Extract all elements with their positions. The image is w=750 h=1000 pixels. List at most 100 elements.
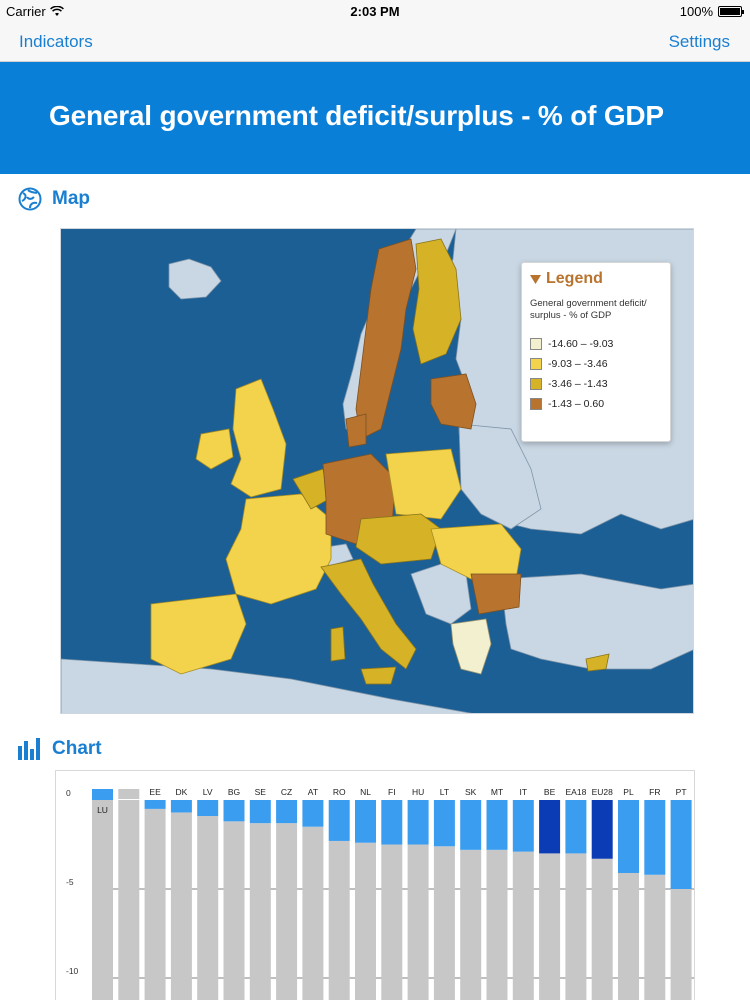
category-label: EE <box>149 787 161 797</box>
navigation-bar: Indicators Settings <box>0 22 750 62</box>
bar-pl[interactable] <box>618 800 639 873</box>
category-label: BG <box>228 787 240 797</box>
sweden-region <box>355 238 417 440</box>
settings-button[interactable]: Settings <box>668 32 730 51</box>
chart-section-label: Chart <box>52 738 102 759</box>
category-label: HU <box>412 787 424 797</box>
bar-be[interactable] <box>539 800 561 854</box>
bar-track <box>486 849 508 1000</box>
bar-cz[interactable] <box>276 800 298 824</box>
sicily-region <box>360 666 397 685</box>
page-title: General government deficit/surplus - % o… <box>49 100 664 131</box>
legend-swatch <box>530 398 542 410</box>
category-label: BE <box>544 787 556 797</box>
bar-track <box>355 842 376 1000</box>
bar-track <box>92 800 113 1000</box>
globe-icon <box>18 187 42 211</box>
clock: 2:03 PM <box>350 4 400 19</box>
bar-pt[interactable] <box>670 800 692 889</box>
legend-label: -1.43 – 0.60 <box>548 398 605 410</box>
bar-sk[interactable] <box>460 800 482 850</box>
legend-title: Legend <box>546 270 603 287</box>
italy-region <box>320 558 417 670</box>
legend-swatch <box>530 338 542 350</box>
category-label: CZ <box>281 787 292 797</box>
bar-track <box>539 853 561 1000</box>
map-section-label: Map <box>52 188 90 209</box>
bar-it[interactable] <box>512 800 534 852</box>
bar-track <box>460 849 482 1000</box>
bar-track <box>197 816 219 1000</box>
bar-bg[interactable] <box>223 800 245 822</box>
category-label: LT <box>440 787 449 797</box>
bar-hu[interactable] <box>407 800 429 845</box>
bar-mt[interactable] <box>486 800 508 850</box>
bar-chart-icon <box>18 738 40 760</box>
bar-track <box>433 846 455 1000</box>
czech-austria-region <box>355 513 442 565</box>
carrier-label: Carrier <box>6 4 46 19</box>
sardinia-region <box>330 626 346 662</box>
category-label: MT <box>491 787 503 797</box>
legend-label: -3.46 – -1.43 <box>548 378 608 390</box>
battery-area: 100% <box>679 4 744 19</box>
bar-se[interactable] <box>249 800 271 824</box>
bar-dk[interactable] <box>170 800 192 813</box>
map-legend[interactable]: Legend General government deficit/ surpl… <box>521 262 671 442</box>
bar-track <box>591 858 613 1000</box>
bar-ee[interactable] <box>144 800 166 809</box>
bar-at[interactable] <box>302 800 324 827</box>
category-label: LV <box>203 787 213 797</box>
status-bar: Carrier 2:03 PM 100% <box>0 0 750 22</box>
category-label: SK <box>465 787 477 797</box>
battery-percent: 100% <box>679 4 713 19</box>
legend-row: -3.46 – -1.43 <box>530 378 662 390</box>
legend-row: -1.43 – 0.60 <box>530 398 662 410</box>
finland-region <box>412 238 462 365</box>
bar-track <box>223 821 245 1000</box>
category-label: PL <box>623 787 634 797</box>
bar-track <box>302 826 324 1000</box>
bar-track <box>381 844 403 1000</box>
legend-label: -9.03 – -3.46 <box>548 358 608 370</box>
bar-track <box>407 844 429 1000</box>
bulgaria-region <box>470 573 522 615</box>
chart-section-header: Chart <box>18 738 102 760</box>
category-label: PT <box>676 787 687 797</box>
top-marker-lu <box>92 789 113 799</box>
bar-track <box>118 800 140 1000</box>
legend-header[interactable]: Legend <box>530 270 662 288</box>
bar-fi[interactable] <box>381 800 403 845</box>
legend-label: -14.60 – -9.03 <box>548 338 614 350</box>
cyprus-region <box>585 653 610 672</box>
bar-track <box>512 851 534 1000</box>
category-label: RO <box>333 787 346 797</box>
bar-fr[interactable] <box>644 800 666 875</box>
iceland-region <box>168 258 222 300</box>
legend-swatch <box>530 358 542 370</box>
poland-region <box>385 448 462 520</box>
category-label: LU <box>97 805 108 815</box>
indicators-back-button[interactable]: Indicators <box>19 32 93 51</box>
bar-ro[interactable] <box>328 800 350 841</box>
bar-eu28[interactable] <box>591 800 613 859</box>
bar-lt[interactable] <box>433 800 455 847</box>
carrier-area: Carrier <box>6 4 64 19</box>
greece-region <box>450 618 492 675</box>
bar-track <box>644 874 666 1000</box>
wifi-icon <box>49 6 64 16</box>
bar-track <box>670 889 692 1000</box>
bar-ea18[interactable] <box>565 800 587 854</box>
ireland-region <box>195 428 234 470</box>
bar-track <box>276 823 298 1000</box>
y-tick-label: -5 <box>66 877 74 887</box>
legend-swatch <box>530 378 542 390</box>
legend-rows: -14.60 – -9.03 -9.03 – -3.46 -3.46 – -1.… <box>530 338 662 410</box>
category-label: EA18 <box>566 787 587 797</box>
map-section-header: Map <box>18 187 90 211</box>
deficit-bar-chart[interactable]: 0-5-10LUDEEEDKLVBGSECZATRONLFIHULTSKMTIT… <box>55 770 695 1000</box>
category-label: EU28 <box>592 787 614 797</box>
bar-nl[interactable] <box>355 800 376 843</box>
category-label: FI <box>388 787 396 797</box>
bar-lv[interactable] <box>197 800 219 817</box>
